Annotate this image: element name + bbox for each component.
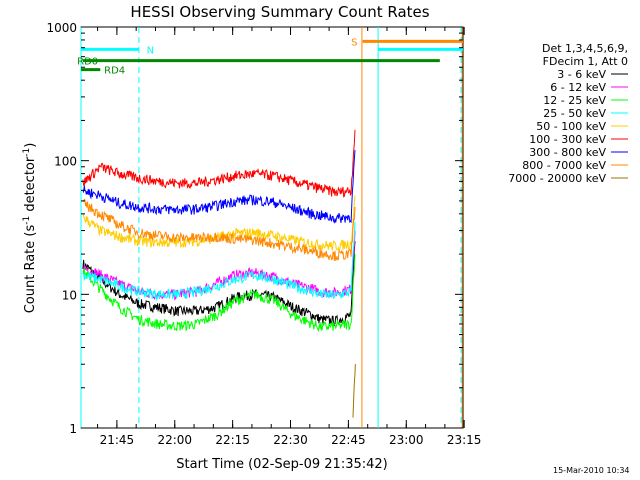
series-line-3 [82,221,356,302]
y-tick-label-2: 100 [54,155,77,169]
legend-label-1: 6 - 12 keV [550,81,606,94]
legend-label-4: 50 - 100 keV [536,120,606,133]
y-tick-label-0: 1 [69,422,77,436]
series-line-5 [82,129,356,198]
legend-header-1: FDecim 1, Att 0 [543,55,628,68]
x-tick-label-1: 22:00 [157,433,192,447]
footer-timestamp: 15-Mar-2010 10:34 [553,466,630,475]
x-tick-label-3: 22:30 [273,433,308,447]
legend-header-0: Det 1,3,4,5,6,9, [542,42,628,55]
series-line-8 [352,363,357,418]
plot-frame [80,26,464,429]
y-tick-label-3: 1000 [46,21,77,35]
chart-title: HESSI Observing Summary Count Rates [130,3,429,21]
y-axis-label-sup2: -1 [22,148,32,157]
flag-label-n: N [147,45,154,56]
x-tick-label-6: 23:15 [447,433,482,447]
y-axis-label-sup1: -1 [22,216,32,225]
series-line-7 [82,198,356,261]
legend-label-6: 300 - 800 keV [529,146,606,159]
legend-label-3: 25 - 50 keV [543,107,606,120]
flag-label-rd0: RD0 [77,57,98,68]
x-tick-label-4: 22:45 [331,433,366,447]
legend-label-7: 800 - 7000 keV [522,159,606,172]
y-axis-label: Count Rate (s-1 detector-1) [22,143,38,314]
y-axis-label-mid: detector [23,156,38,216]
y-tick-label-1: 10 [62,288,77,302]
x-axis-label: Start Time (02-Sep-09 21:35:42) [176,457,387,472]
flag-label-rd4: RD4 [104,66,125,77]
x-tick-label-0: 21:45 [100,433,135,447]
legend-label-2: 12 - 25 keV [543,94,606,107]
x-tick-label-2: 22:15 [215,433,250,447]
x-tick-label-5: 23:00 [389,433,424,447]
series-line-6 [82,150,356,224]
flag-label-s: S [351,37,357,48]
series-line-0 [82,241,356,327]
series-line-2 [82,254,356,333]
legend-label-0: 3 - 6 keV [557,68,606,81]
legend-label-5: 100 - 300 keV [529,133,606,146]
y-axis-label-end: ) [23,143,38,148]
legend-label-8: 7000 - 20000 keV [508,172,606,185]
y-axis-label-main: Count Rate (s [23,225,38,314]
